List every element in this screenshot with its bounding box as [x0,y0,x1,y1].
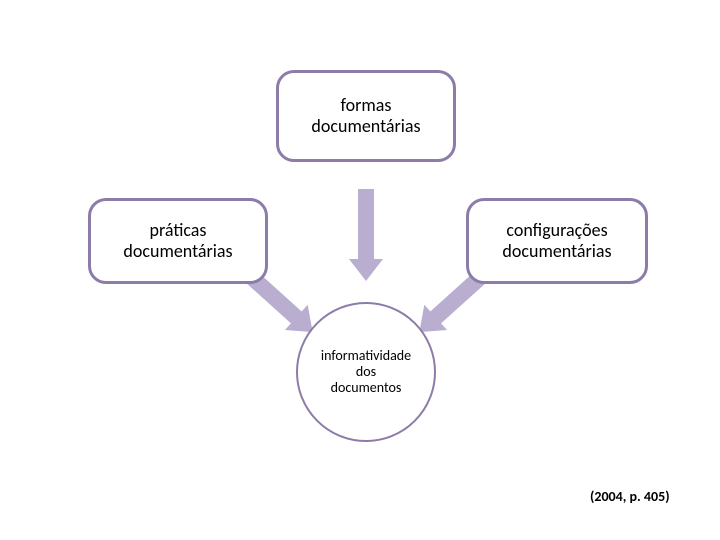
node-formas-label: formas documentárias [311,95,420,136]
node-informatividade-label: informatividade dos documentos [321,348,411,396]
citation-text: (2004, p. 405) [590,488,670,505]
diagram-canvas: formas documentárias práticas documentár… [0,0,720,540]
node-configuracoes: configurações documentárias [466,198,648,284]
node-praticas-label: práticas documentárias [123,220,232,261]
node-formas: formas documentárias [276,70,456,162]
citation-label: (2004, p. 405) [590,488,670,505]
arrow-top-to-center [349,189,383,281]
node-configuracoes-label: configurações documentárias [502,220,611,261]
node-praticas: práticas documentárias [88,198,268,284]
node-informatividade: informatividade dos documentos [296,302,436,442]
